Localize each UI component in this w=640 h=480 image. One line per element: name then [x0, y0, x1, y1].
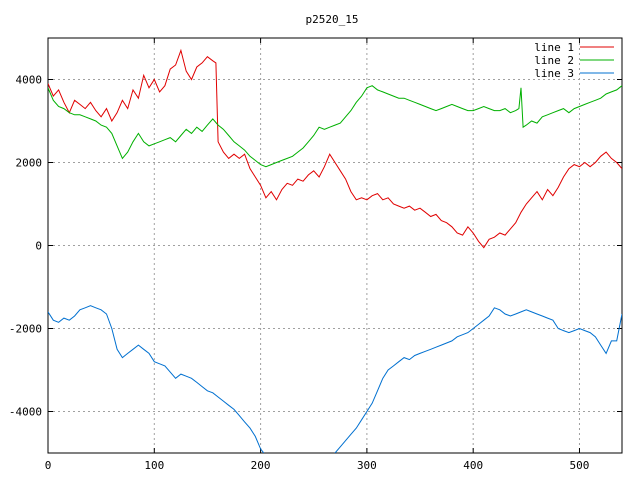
series-3-line	[48, 305, 265, 453]
legend-label: line 2	[534, 54, 574, 67]
y-tick-label: 4000	[16, 74, 43, 87]
x-tick-label: 100	[144, 459, 164, 472]
x-tick-label: 500	[570, 459, 590, 472]
series-2-line	[48, 85, 622, 168]
series-1-line	[48, 48, 622, 249]
legend-label: line 1	[534, 41, 574, 54]
chart-title: p2520_15	[306, 13, 359, 26]
x-tick-label: 200	[251, 459, 271, 472]
series-3-line-segment-2	[334, 307, 622, 453]
x-tick-label: 400	[463, 459, 483, 472]
y-tick-label: 2000	[16, 157, 43, 170]
x-tick-label: 300	[357, 459, 377, 472]
y-tick-label: -2000	[9, 323, 42, 336]
series-layer	[48, 48, 622, 453]
y-tick-label: 0	[35, 240, 42, 253]
legend-label: line 3	[534, 67, 574, 80]
grid	[48, 38, 622, 453]
y-tick-label: -4000	[9, 406, 42, 419]
x-tick-label: 0	[45, 459, 52, 472]
axes: 0 100 200 300 400 500 -4000 -2000 0 2000 4000	[9, 37, 623, 472]
